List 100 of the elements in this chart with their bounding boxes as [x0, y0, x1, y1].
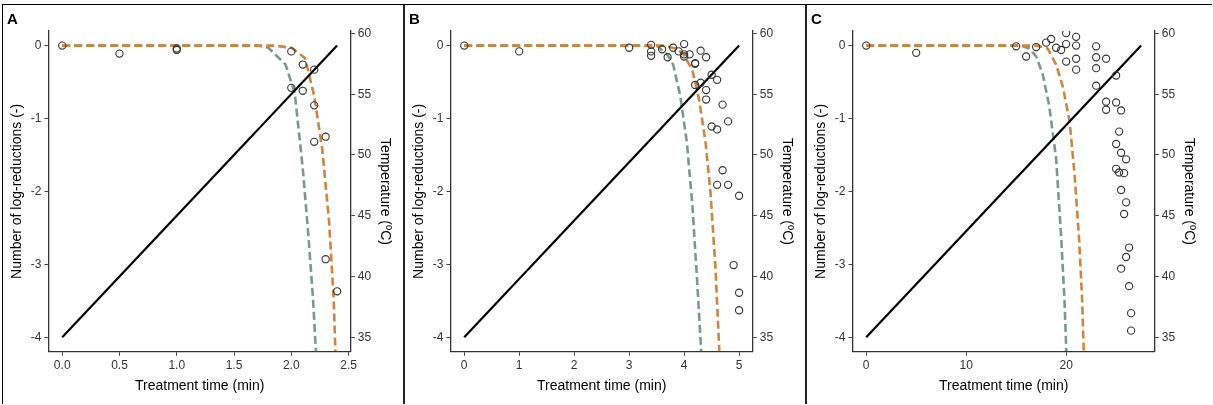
chart-title: C	[811, 10, 822, 28]
y-tick-label: -4	[432, 329, 444, 344]
point	[701, 53, 711, 62]
y2-axis-title: Temperature (ºC)	[779, 137, 796, 245]
y2-tick-label: 55	[1161, 86, 1176, 101]
point	[707, 70, 716, 79]
y2-tick-label: 40	[759, 268, 774, 283]
point	[734, 191, 744, 200]
point	[1061, 57, 1071, 66]
point	[1124, 282, 1134, 291]
point	[663, 53, 672, 62]
x-tick-label: 0.0	[53, 358, 71, 373]
point	[1119, 169, 1129, 178]
point	[1124, 243, 1134, 252]
point	[1091, 64, 1101, 73]
y2-tick-label: 40	[357, 268, 372, 283]
y-tick-label: -1	[432, 110, 444, 125]
point	[1091, 42, 1101, 51]
y-tick-label: -4	[30, 329, 42, 344]
y-tick-label: -3	[834, 256, 846, 271]
x-tick-label: 0	[862, 358, 870, 373]
x-tick-label: 1	[515, 358, 523, 373]
point	[1126, 309, 1136, 318]
point	[115, 49, 124, 58]
y-tick-label: -1	[834, 110, 846, 125]
point	[657, 45, 667, 54]
point	[310, 65, 319, 74]
point	[1101, 105, 1111, 114]
point	[287, 83, 296, 93]
y-tick-label: 0	[34, 37, 42, 52]
point	[298, 60, 307, 69]
y2-tick-label: 50	[1161, 147, 1176, 162]
point	[310, 137, 319, 146]
y2-tick-label: 35	[357, 329, 372, 344]
point	[1032, 42, 1041, 52]
y-tick-label: -1	[30, 110, 42, 125]
point	[298, 86, 307, 95]
y-tick-label: -3	[432, 256, 444, 271]
y-tick-label: -2	[432, 183, 444, 198]
point	[1121, 252, 1131, 262]
y2-tick-label: 45	[1161, 208, 1176, 223]
point	[460, 41, 469, 50]
point	[734, 306, 744, 315]
x-tick-label: 2	[570, 358, 578, 373]
point	[668, 43, 678, 52]
x-tick-label: 1.0	[168, 358, 186, 373]
point	[1091, 81, 1101, 90]
point	[1046, 34, 1056, 44]
y2-tick-label: 40	[1161, 268, 1176, 283]
point	[1101, 97, 1111, 106]
point	[1071, 41, 1081, 50]
point	[707, 122, 716, 131]
point	[1114, 168, 1124, 177]
point	[1114, 127, 1124, 136]
y2-tick-label: 35	[759, 329, 774, 344]
point	[1119, 209, 1129, 219]
point	[701, 85, 711, 95]
point	[321, 132, 330, 141]
y2-tick-label: 60	[759, 25, 774, 40]
point	[1061, 39, 1071, 49]
point	[685, 50, 694, 59]
chart-title: B	[409, 10, 420, 28]
y-axis-title: Number of log-reductions (-)	[8, 103, 25, 279]
point	[712, 180, 722, 189]
x-tick-label: 1.5	[225, 358, 243, 373]
point	[515, 47, 524, 56]
y2-tick-label: 60	[1161, 25, 1176, 40]
y2-tick-label: 60	[357, 25, 372, 40]
y2-axis-title: Temperature (ºC)	[1181, 137, 1198, 245]
point	[1071, 65, 1081, 74]
point	[734, 288, 744, 297]
x-tick-label: 0.5	[111, 358, 129, 373]
y-tick-label: -3	[30, 256, 42, 271]
y2-axis-title: Temperature (ºC)	[377, 137, 394, 245]
point	[1012, 42, 1021, 51]
point	[1022, 52, 1031, 61]
point	[646, 40, 656, 49]
y2-tick-label: 45	[357, 208, 372, 223]
x-axis-title: Treatment time (min)	[938, 377, 1069, 394]
point	[321, 255, 330, 264]
x-axis-title: Treatment time (min)	[134, 377, 265, 394]
point	[1111, 71, 1121, 80]
point	[723, 117, 733, 126]
point	[712, 75, 722, 84]
point	[696, 78, 705, 87]
point	[287, 47, 296, 56]
y2-tick-label: 35	[1161, 329, 1176, 344]
point	[712, 125, 722, 134]
point	[723, 180, 733, 189]
y-axis-title: Number of log-reductions (-)	[812, 103, 829, 279]
y-tick-label: -2	[834, 183, 846, 198]
point	[1101, 54, 1111, 63]
x-tick-label: 5	[735, 358, 743, 373]
point	[679, 39, 689, 49]
point	[646, 47, 656, 56]
y-axis-title: Number of log-reductions (-)	[410, 103, 427, 279]
chart-title: A	[7, 10, 18, 28]
y-tick-label: -4	[834, 329, 846, 344]
x-tick-label: 4	[680, 358, 688, 373]
y2-tick-label: 45	[759, 208, 774, 223]
